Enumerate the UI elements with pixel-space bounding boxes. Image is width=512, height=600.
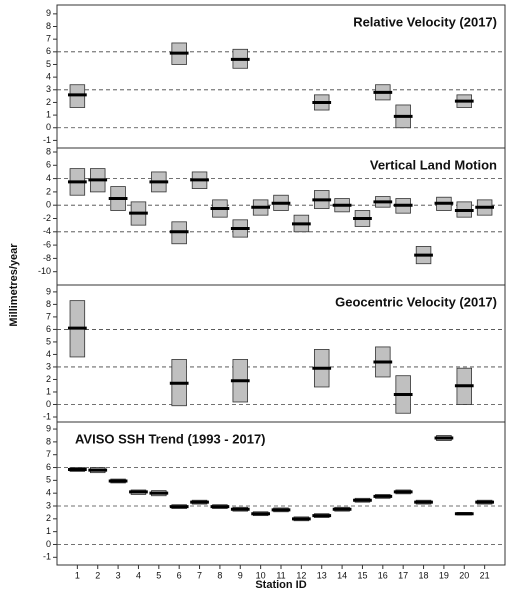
- x-tick-label: 3: [116, 570, 121, 580]
- x-tick-label: 15: [357, 570, 367, 580]
- y-tick-label: 3: [46, 361, 51, 371]
- x-tick-label: 10: [256, 570, 266, 580]
- x-tick-label: 9: [238, 570, 243, 580]
- x-tick-label: 12: [296, 570, 306, 580]
- y-tick-label: -2: [43, 213, 51, 223]
- y-tick-label: -8: [43, 253, 51, 263]
- x-axis-label: Station ID: [255, 579, 306, 591]
- y-tick-label: -4: [43, 226, 51, 236]
- y-tick-label: 3: [46, 500, 51, 510]
- y-tick-label: 1: [46, 526, 51, 536]
- y-tick-label: -1: [43, 135, 51, 145]
- x-tick-label: 4: [136, 570, 141, 580]
- y-tick-label: 6: [46, 160, 51, 170]
- x-tick-label: 8: [217, 570, 222, 580]
- x-tick-label: 2: [95, 570, 100, 580]
- y-tick-label: 1: [46, 109, 51, 119]
- y-tick-label: 4: [46, 173, 51, 183]
- y-tick-label: 1: [46, 386, 51, 396]
- x-tick-label: 14: [337, 570, 347, 580]
- y-tick-label: 0: [46, 200, 51, 210]
- y-tick-label: -10: [38, 266, 51, 276]
- panel-title: Vertical Land Motion: [370, 157, 497, 172]
- y-tick-label: 8: [46, 146, 51, 156]
- x-tick-label: 16: [378, 570, 388, 580]
- y-tick-label: 8: [46, 299, 51, 309]
- y-tick-label: 7: [46, 449, 51, 459]
- y-tick-label: 5: [46, 59, 51, 69]
- y-tick-label: 2: [46, 186, 51, 196]
- y-tick-label: -1: [43, 411, 51, 421]
- y-tick-label: 5: [46, 336, 51, 346]
- y-tick-label: 6: [46, 46, 51, 56]
- y-tick-label: 3: [46, 84, 51, 94]
- x-tick-label: 13: [317, 570, 327, 580]
- y-tick-label: 4: [46, 488, 51, 498]
- x-tick-label: 17: [398, 570, 408, 580]
- x-tick-label: 19: [439, 570, 449, 580]
- y-tick-label: 6: [46, 462, 51, 472]
- x-tick-label: 21: [480, 570, 490, 580]
- y-tick-label: 7: [46, 311, 51, 321]
- y-tick-label: 5: [46, 475, 51, 485]
- x-tick-label: 18: [419, 570, 429, 580]
- y-axis-label: Millimetres/year: [8, 243, 20, 327]
- x-tick-label: 1: [75, 570, 80, 580]
- y-tick-label: 4: [46, 349, 51, 359]
- y-tick-label: 2: [46, 374, 51, 384]
- y-tick-label: 6: [46, 324, 51, 334]
- y-tick-label: 0: [46, 539, 51, 549]
- y-tick-label: -6: [43, 239, 51, 249]
- y-tick-label: 0: [46, 399, 51, 409]
- y-tick-label: 9: [46, 8, 51, 18]
- y-tick-label: 8: [46, 21, 51, 31]
- x-tick-label: 20: [459, 570, 469, 580]
- x-tick-label: 11: [276, 570, 285, 580]
- panel-title: Relative Velocity (2017): [353, 14, 497, 29]
- y-tick-label: 9: [46, 423, 51, 433]
- y-tick-label: 2: [46, 97, 51, 107]
- x-tick-label: 7: [197, 570, 202, 580]
- y-tick-label: 4: [46, 72, 51, 82]
- y-tick-label: 7: [46, 34, 51, 44]
- x-tick-label: 6: [177, 570, 182, 580]
- y-tick-label: -1: [43, 552, 51, 562]
- y-tick-label: 8: [46, 436, 51, 446]
- y-tick-label: 9: [46, 286, 51, 296]
- x-tick-label: 5: [156, 570, 161, 580]
- y-tick-label: 0: [46, 122, 51, 132]
- panel-title: Geocentric Velocity (2017): [335, 294, 497, 309]
- panel-title: AVISO SSH Trend (1993 - 2017): [75, 431, 266, 446]
- y-tick-label: 2: [46, 513, 51, 523]
